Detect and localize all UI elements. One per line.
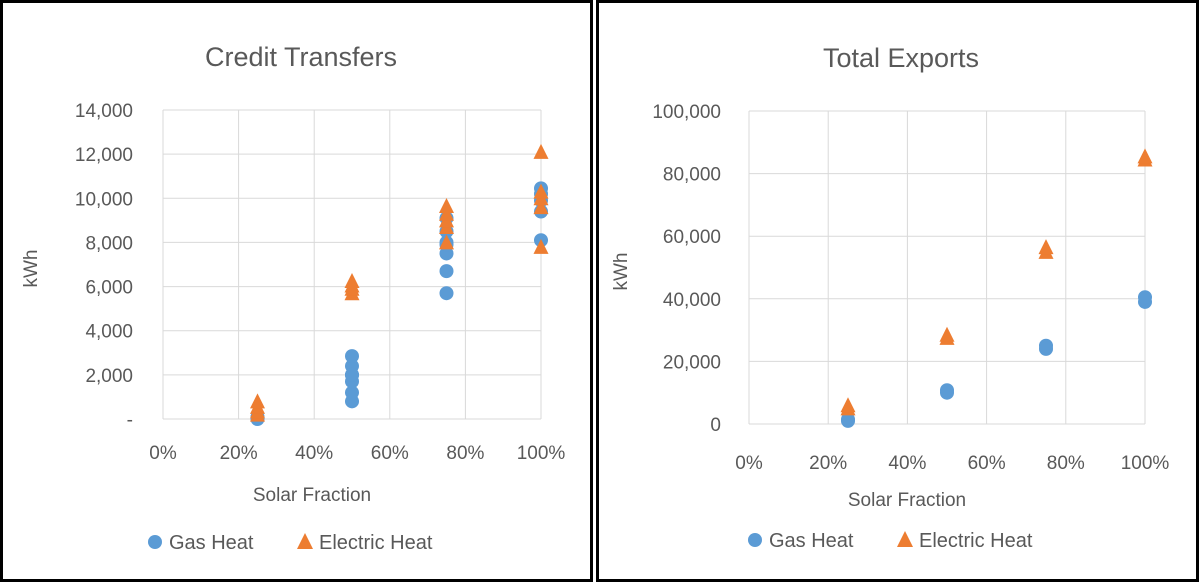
electric-heat-point — [533, 199, 549, 215]
electric-heat-point — [439, 205, 454, 221]
y-tick-label: 4,000 — [85, 322, 133, 343]
x-tick-label: 80% — [446, 443, 484, 464]
y-tick-label: - — [127, 410, 133, 431]
legend-label: Gas Heat — [169, 532, 254, 554]
y-tick-label: 80,000 — [663, 165, 721, 186]
gas-heat-point — [345, 367, 359, 382]
y-tick-label: 6,000 — [85, 278, 133, 299]
electric-heat-point — [533, 143, 549, 159]
total-exports-panel: Total Exports 0 20,000 40,000 60,000 80,000 10… — [596, 0, 1199, 582]
legend-label: Electric Heat — [919, 530, 1033, 552]
gas-heat-series — [250, 181, 548, 426]
chart-title: Credit Transfers — [205, 42, 397, 72]
credit-transfers-panel: Credit Transfers - 2,000 4,000 6,000 8,000 10,… — [0, 0, 593, 582]
x-tick-label: 0% — [735, 453, 763, 474]
x-tick-label: 0% — [149, 443, 177, 464]
x-axis-label: Solar Fraction — [253, 485, 371, 506]
legend-gas-heat-icon — [748, 533, 762, 547]
electric-heat-point — [939, 326, 955, 342]
electric-heat-point — [1137, 148, 1153, 164]
gas-heat-point — [345, 349, 359, 364]
credit-transfers-chart: Credit Transfers - 2,000 4,000 6,000 8,000 10,… — [21, 42, 566, 554]
y-tick-label: 100,000 — [652, 102, 721, 123]
y-axis-label: kWh — [611, 253, 632, 291]
legend-electric-heat-icon — [897, 531, 913, 547]
y-axis-label: kWh — [21, 250, 42, 288]
y-tick-label: 0 — [710, 415, 721, 436]
x-tick-label: 40% — [295, 443, 333, 464]
electric-heat-series — [250, 143, 549, 422]
electric-heat-point — [1038, 239, 1054, 255]
electric-heat-point — [439, 234, 454, 250]
x-tick-label: 100% — [517, 443, 566, 464]
electric-heat-point — [344, 273, 360, 289]
electric-heat-point — [533, 238, 549, 254]
total-exports-chart: Total Exports 0 20,000 40,000 60,000 80,000 10… — [611, 43, 1170, 552]
x-tick-label: 80% — [1047, 453, 1085, 474]
y-tick-label: 60,000 — [663, 227, 721, 248]
gas-heat-point — [1138, 290, 1152, 305]
x-tick-label: 60% — [371, 443, 409, 464]
gas-heat-point — [1039, 338, 1053, 353]
electric-heat-point — [840, 397, 856, 413]
gas-heat-point — [940, 383, 954, 398]
y-tick-label: 10,000 — [75, 189, 133, 210]
x-tick-label: 20% — [220, 443, 258, 464]
y-tick-label: 14,000 — [75, 101, 133, 122]
gas-heat-point — [345, 385, 359, 400]
electric-heat-point — [439, 198, 454, 214]
x-tick-label: 20% — [809, 453, 847, 474]
gas-heat-point — [841, 412, 855, 427]
legend: Gas Heat Electric Heat — [148, 532, 433, 554]
gridlines — [748, 110, 1146, 425]
y-tick-label: 40,000 — [663, 290, 721, 311]
gridlines — [162, 109, 542, 420]
x-tick-label: 40% — [888, 453, 926, 474]
x-tick-label: 60% — [968, 453, 1006, 474]
electric-heat-series — [840, 148, 1153, 416]
x-axis-label: Solar Fraction — [848, 490, 966, 511]
chart-title: Total Exports — [823, 43, 979, 73]
legend-gas-heat-icon — [148, 535, 162, 549]
y-tick-label: 8,000 — [85, 233, 133, 254]
legend: Gas Heat Electric Heat — [748, 530, 1033, 552]
electric-heat-point — [250, 393, 265, 409]
y-tick-label: 2,000 — [85, 366, 133, 387]
gas-heat-point — [439, 286, 454, 301]
y-tick-label: 20,000 — [663, 352, 721, 373]
y-tick-label: 12,000 — [75, 145, 133, 166]
gas-heat-point — [439, 264, 454, 279]
electric-heat-point — [533, 183, 549, 199]
gas-heat-series — [841, 290, 1152, 428]
x-tick-label: 100% — [1121, 453, 1170, 474]
legend-label: Gas Heat — [769, 530, 854, 552]
legend-label: Electric Heat — [319, 532, 433, 554]
legend-electric-heat-icon — [297, 533, 313, 549]
